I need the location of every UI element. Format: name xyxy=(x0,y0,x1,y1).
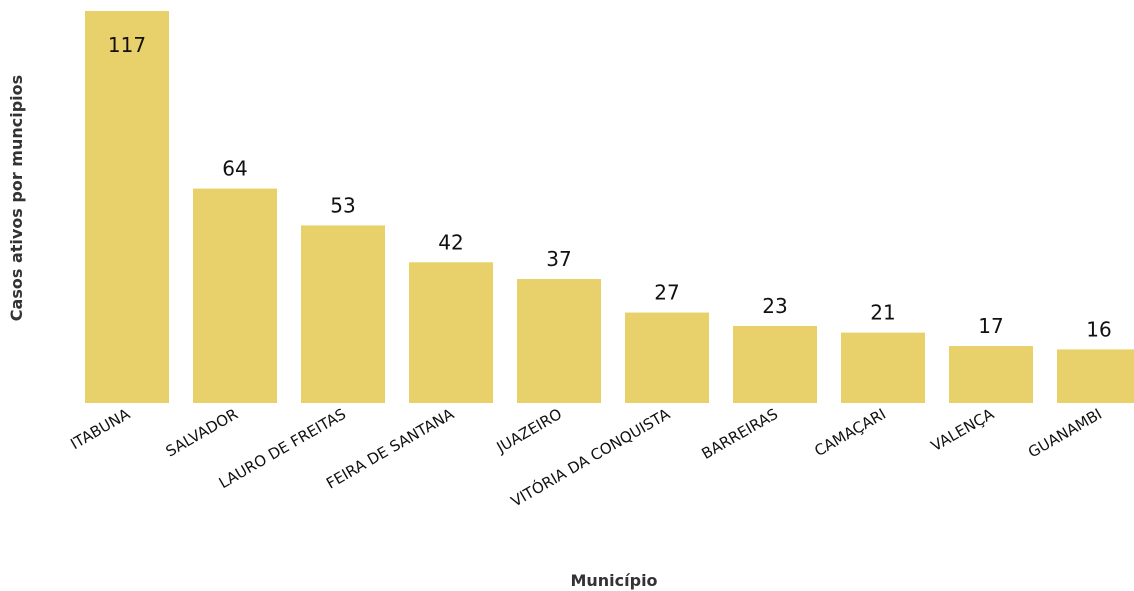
x-tick-label-1: SALVADOR xyxy=(163,405,241,461)
data-label-6: 23 xyxy=(762,294,787,318)
data-label-5: 27 xyxy=(654,281,679,305)
bar-5 xyxy=(625,312,709,403)
data-labels-group: 117 64 53 42 37 27 23 21 17 16 xyxy=(108,33,1112,341)
bar-9 xyxy=(1057,349,1134,403)
data-label-9: 16 xyxy=(1086,317,1111,341)
bar-4 xyxy=(517,279,601,403)
bar-1 xyxy=(193,188,277,403)
bar-3 xyxy=(409,262,493,403)
data-label-2: 53 xyxy=(330,193,355,217)
x-tick-label-6: BARREIRAS xyxy=(698,405,781,463)
bar-8 xyxy=(949,346,1033,403)
bars-group xyxy=(85,11,1134,403)
x-tick-label-4: JUAZEIRO xyxy=(493,405,565,457)
data-label-3: 42 xyxy=(438,230,463,254)
data-label-0: 117 xyxy=(108,33,146,57)
x-tick-label-8: VALENÇA xyxy=(928,405,998,456)
bar-7 xyxy=(841,332,925,403)
data-label-8: 17 xyxy=(978,314,1003,338)
x-tick-label-0: ITABUNA xyxy=(67,405,133,454)
data-label-1: 64 xyxy=(222,157,247,181)
x-tick-label-9: GUANAMBI xyxy=(1025,405,1105,462)
data-label-4: 37 xyxy=(546,247,571,271)
bar-2 xyxy=(301,225,385,403)
x-axis-title: Município xyxy=(570,571,657,590)
data-label-7: 21 xyxy=(870,301,895,325)
bar-0 xyxy=(85,11,169,403)
x-tick-label-7: CAMAÇARI xyxy=(811,405,889,460)
y-axis-title: Casos ativos por muncipios xyxy=(7,75,26,321)
bar-6 xyxy=(733,325,817,403)
